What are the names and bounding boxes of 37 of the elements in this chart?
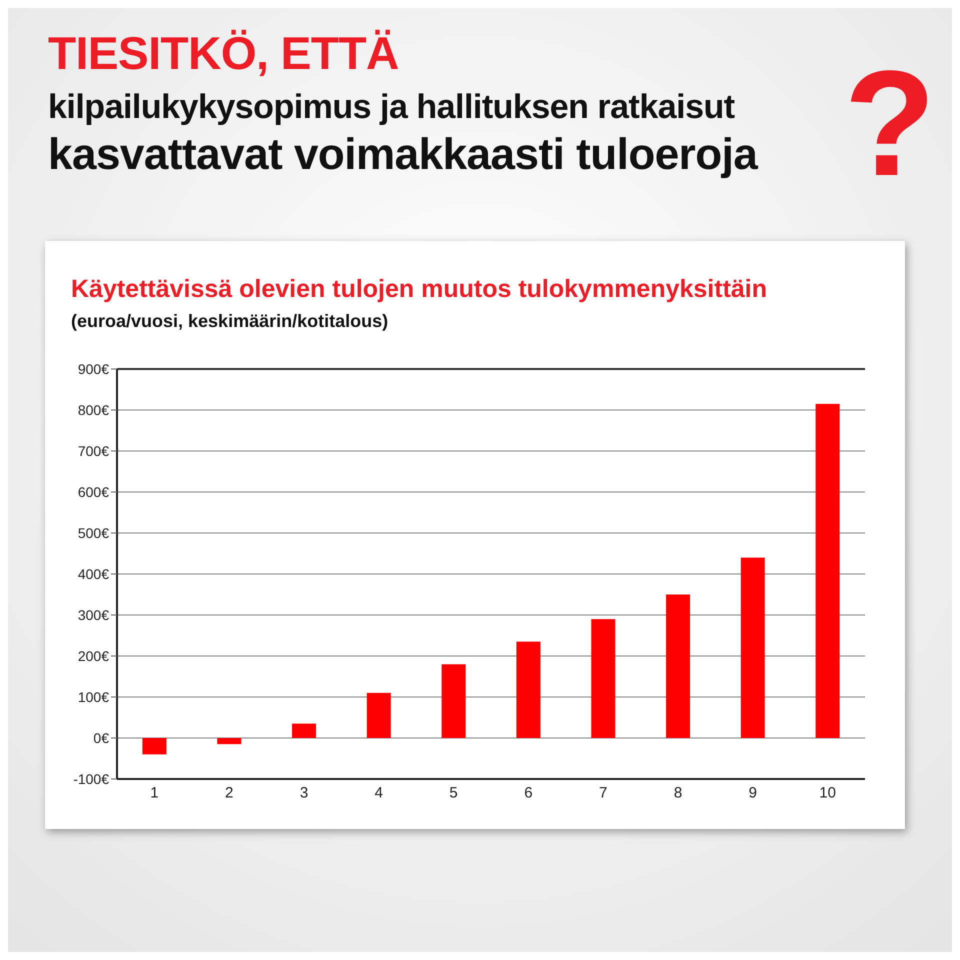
x-tick-label: 10 (819, 784, 836, 802)
bar (740, 558, 765, 738)
x-tick-label: 2 (225, 784, 234, 802)
bar (816, 404, 840, 738)
bar (366, 692, 391, 738)
y-tick-label: 900€ (78, 360, 110, 377)
bar (142, 738, 166, 754)
x-tick-label: 1 (150, 784, 159, 802)
text: kasvattavat voimakkaasti tuloeroja (48, 130, 758, 180)
y-tick-label: 700€ (78, 442, 110, 459)
y-tick-label: 200€ (78, 648, 110, 664)
y-tick-label: 0€ (93, 730, 110, 746)
x-tick-label: 6 (524, 784, 533, 802)
x-tick-label: 3 (300, 784, 308, 802)
bar (666, 594, 690, 738)
y-tick-label: 500€ (78, 524, 110, 541)
text: TIESITKÖ, ETTÄ (48, 26, 399, 80)
text: ? (844, 39, 936, 207)
x-tick-label: 9 (748, 784, 757, 802)
bar (292, 724, 316, 738)
chart-subtitle: (euroa/vuosi, keskimäärin/kotitalous) (71, 311, 388, 332)
x-tick-label: 4 (374, 784, 383, 802)
bar (217, 738, 242, 744)
bar (442, 664, 466, 738)
x-tick-label: 7 (599, 784, 608, 802)
y-tick-label: 600€ (78, 484, 110, 500)
y-tick-label: 100€ (78, 688, 110, 705)
x-tick-label: 5 (449, 784, 458, 802)
bar (516, 642, 540, 738)
bar (591, 619, 616, 738)
y-tick-label: 400€ (78, 566, 110, 582)
y-tick-label: -100€ (73, 770, 110, 787)
x-tick-label: 8 (674, 784, 682, 802)
y-tick-label: 800€ (78, 402, 110, 418)
chart-title: Käytettävissä olevien tulojen muutos tulokymmenyksittäin (71, 275, 768, 304)
y-tick-label: 300€ (78, 606, 110, 623)
text: kilpailukykysopimus ja hallituksen ratkaisut (48, 88, 735, 127)
